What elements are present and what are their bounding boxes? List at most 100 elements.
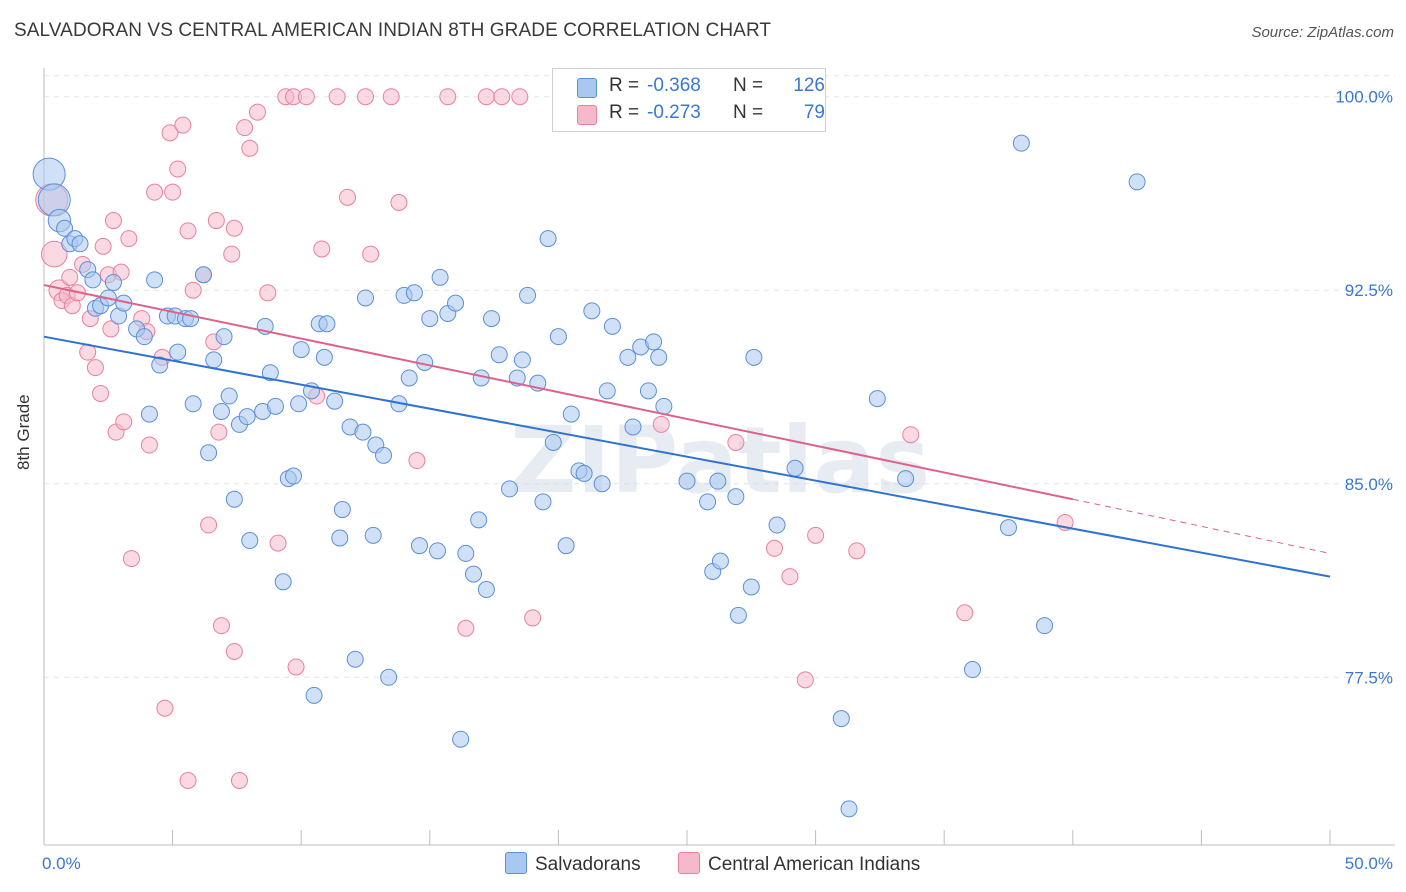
salvadoran-point bbox=[490, 346, 508, 364]
salvadoran-point bbox=[429, 542, 447, 560]
salvadoran-point bbox=[745, 348, 763, 366]
salvadoran-point bbox=[544, 433, 562, 451]
legend-n-label: N = bbox=[733, 75, 764, 96]
source-label: Source: ZipAtlas.com bbox=[1251, 24, 1394, 41]
central-american-indian-point bbox=[86, 359, 104, 377]
bottom-legend-label: Salvadorans bbox=[535, 854, 641, 875]
legend-n-label: N = bbox=[733, 102, 764, 123]
central-american-indian-point bbox=[765, 539, 783, 557]
salvadoran-point bbox=[557, 537, 575, 555]
salvadoran-point bbox=[212, 403, 230, 421]
salvadoran-point bbox=[292, 341, 310, 359]
central-american-indian-point bbox=[338, 188, 356, 206]
central-american-indian-point bbox=[225, 642, 243, 660]
salvadoran-point bbox=[194, 266, 212, 284]
central-american-indian-point bbox=[408, 452, 426, 470]
salvadoran-point bbox=[333, 501, 351, 519]
salvadoran-point bbox=[331, 529, 349, 547]
salvadoran-point bbox=[832, 710, 850, 728]
salvadoran-point bbox=[483, 310, 501, 328]
salvadoran-point bbox=[290, 395, 308, 413]
central-american-indian-point bbox=[362, 245, 380, 263]
bottom-legend-central-american-indians: Central American Indians bbox=[678, 852, 920, 876]
salvadoran-point bbox=[470, 511, 488, 529]
salvadoran-point bbox=[405, 284, 423, 302]
salvadoran-point bbox=[104, 273, 122, 291]
salvadoran-point bbox=[241, 532, 259, 550]
salvadoran-point bbox=[375, 446, 393, 464]
x-tick-label: 50.0% bbox=[1345, 854, 1393, 873]
tick-labels: 77.5% 85.0% 92.5% 100.0% 0.0% 50.0% bbox=[42, 88, 1393, 873]
bottom-legend-swatch-pink bbox=[678, 852, 700, 874]
salvadoran-point bbox=[619, 348, 637, 366]
salvadoran-point bbox=[182, 310, 200, 328]
salvadoran-point bbox=[364, 526, 382, 544]
salvadoran-point bbox=[840, 800, 858, 818]
salvadoran-point bbox=[135, 328, 153, 346]
legend-swatch-blue bbox=[577, 78, 597, 98]
central-american-indian-point bbox=[140, 436, 158, 454]
salvadoran-point bbox=[380, 668, 398, 686]
central-american-indian-point bbox=[652, 415, 670, 433]
central-american-indian-point bbox=[225, 219, 243, 237]
salvadoran-point bbox=[768, 516, 786, 534]
salvadoran-point bbox=[452, 730, 470, 748]
central-american-indian-point bbox=[92, 384, 110, 402]
salvadoran-point bbox=[709, 472, 727, 490]
legend-r-value: -0.273 bbox=[647, 102, 701, 123]
correlation-legend: R = -0.368 N = 126 R = -0.273 N = 79 bbox=[552, 68, 826, 132]
salvadoran-point bbox=[519, 286, 537, 304]
salvadoran-point bbox=[354, 423, 372, 441]
salvadoran-point bbox=[84, 271, 102, 289]
salvadoran-point bbox=[727, 488, 745, 506]
central-american-indian-point bbox=[161, 124, 179, 142]
central-american-indian-point bbox=[236, 119, 254, 137]
central-american-indian-point bbox=[382, 88, 400, 106]
salvadoran-point bbox=[447, 294, 465, 312]
salvadoran-point bbox=[562, 405, 580, 423]
salvadoran-point bbox=[151, 356, 169, 374]
central-american-indian-point bbox=[781, 568, 799, 586]
central-american-indian-point bbox=[956, 604, 974, 622]
central-american-indian-point bbox=[287, 658, 305, 676]
salvadoran-point bbox=[513, 351, 531, 369]
salvadoran-point bbox=[305, 686, 323, 704]
central-american-indian-point bbox=[169, 160, 187, 178]
central-american-indian-point bbox=[210, 423, 228, 441]
central-american-indian-point bbox=[511, 88, 529, 106]
legend-n-value: 79 bbox=[803, 102, 825, 123]
central-american-indian-point bbox=[902, 426, 920, 444]
salvadoran-point bbox=[56, 219, 74, 237]
watermark: ZIPatlas bbox=[510, 407, 930, 514]
chart-title: SALVADORAN VS CENTRAL AMERICAN INDIAN 8T… bbox=[14, 20, 772, 41]
salvadoran-point bbox=[534, 493, 552, 511]
salvadoran-point bbox=[184, 395, 202, 413]
central-american-indian-point bbox=[248, 103, 266, 121]
y-tick-label: 85.0% bbox=[1345, 475, 1393, 494]
bottom-legend-salvadorans: Salvadorans bbox=[505, 852, 641, 876]
central-american-indian-point bbox=[104, 212, 122, 230]
salvadoran-point bbox=[603, 317, 621, 335]
y-tick-label: 92.5% bbox=[1345, 281, 1393, 300]
central-american-indian-point bbox=[94, 237, 112, 255]
salvadoran-point bbox=[274, 573, 292, 591]
salvadoran-point bbox=[400, 369, 418, 387]
salvadoran-point bbox=[593, 475, 611, 493]
central-american-indian-point bbox=[207, 212, 225, 230]
central-american-indian-point bbox=[241, 139, 259, 157]
salvadoran-point bbox=[678, 472, 696, 490]
salvadoran-point bbox=[266, 397, 284, 415]
central-american-indian-point bbox=[156, 699, 174, 717]
central-american-indian-trend-line bbox=[43, 284, 1074, 501]
salvadoran-point bbox=[539, 230, 557, 248]
salvadoran-point bbox=[549, 328, 567, 346]
salvadoran-point bbox=[786, 459, 804, 477]
salvadoran-point bbox=[431, 268, 449, 286]
central-american-indian-point bbox=[223, 245, 241, 263]
central-american-indian-point bbox=[184, 281, 202, 299]
central-american-indian-point bbox=[115, 413, 133, 431]
central-american-indian-point bbox=[179, 222, 197, 240]
salvadoran-point bbox=[225, 490, 243, 508]
legend-r-value: -0.368 bbox=[647, 75, 701, 96]
salvadoran-point bbox=[639, 382, 657, 400]
